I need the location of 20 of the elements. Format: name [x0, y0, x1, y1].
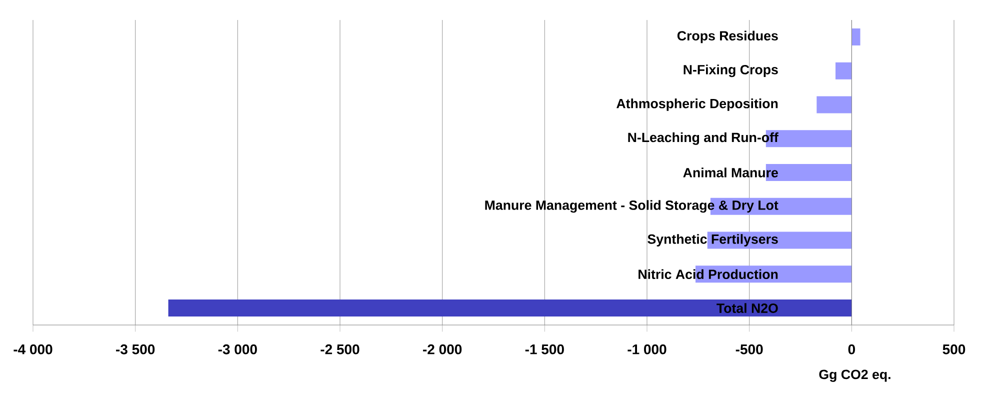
y-tick-label: Synthetic Fertilysers	[648, 234, 778, 246]
x-tick-label: -4 000	[14, 344, 52, 354]
x-tick-label: -3 500	[116, 344, 155, 354]
x-axis-title: Gg CO2 eq.	[819, 370, 890, 382]
x-tick-label: 500	[942, 344, 966, 354]
x-tick-label: -3 000	[218, 344, 257, 354]
x-tick-label: 0	[848, 344, 855, 354]
x-tick-label: -2 500	[320, 344, 360, 354]
x-tick-label: -1 500	[525, 344, 564, 354]
y-tick-label: Animal Manure	[683, 168, 778, 178]
y-tick-label: Crops Residues	[677, 30, 778, 44]
x-tick-label: -2 000	[423, 344, 462, 354]
y-tick-label: Manure Management - Solid Storage & Dry Lot	[485, 200, 778, 213]
y-tick-label: Nitric Acid Production	[638, 269, 778, 280]
y-tick-label: N-Fixing Crops	[684, 64, 778, 78]
y-tick-label: Athmospheric Deposition	[616, 98, 778, 111]
x-tick-label: -500	[736, 344, 763, 354]
y-tick-label: N-Leaching and Run-off	[628, 132, 778, 145]
x-tick-label: -1 000	[628, 344, 666, 354]
y-tick-label: Total N2O	[716, 303, 778, 313]
